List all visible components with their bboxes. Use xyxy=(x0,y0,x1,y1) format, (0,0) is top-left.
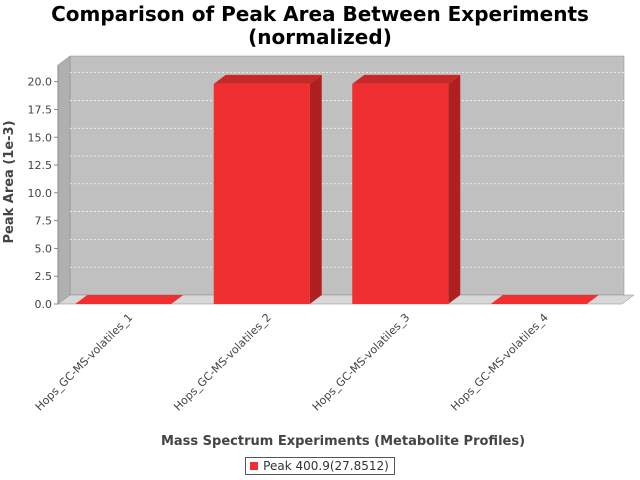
chart-title-line-2: (normalized) xyxy=(248,25,392,49)
x-axis-label: Mass Spectrum Experiments (Metabolite Pr… xyxy=(161,434,525,449)
x-tick-label: Hops_GC-MS-volatiles_3 xyxy=(310,311,413,414)
legend-label: Peak 400.9(27.8512) xyxy=(263,459,389,473)
bar-side xyxy=(309,74,322,304)
y-tick-label: 20.0 xyxy=(28,76,53,89)
y-tick-label: 5.0 xyxy=(35,242,53,255)
bar-side xyxy=(448,74,461,304)
chart-title: Comparison of Peak Area Between Experime… xyxy=(0,3,640,49)
y-tick-label: 2.5 xyxy=(35,270,53,283)
legend: Peak 400.9(27.8512) xyxy=(0,457,640,475)
y-axis-label: Peak Area (1e-3) xyxy=(2,120,17,243)
legend-swatch xyxy=(250,462,259,470)
chart-title-line-1: Comparison of Peak Area Between Experime… xyxy=(51,2,589,26)
y-tick-label: 0.0 xyxy=(35,298,53,311)
bar xyxy=(213,83,310,304)
x-tick-label: Hops_GC-MS-volatiles_2 xyxy=(171,311,274,414)
x-tick-label: Hops_GC-MS-volatiles_1 xyxy=(33,311,136,414)
plot-left-wall xyxy=(57,55,71,305)
legend-item: Peak 400.9(27.8512) xyxy=(245,457,395,475)
bar-top xyxy=(213,74,322,84)
y-tick-label: 15.0 xyxy=(28,131,53,144)
y-tick-label: 17.5 xyxy=(28,103,53,116)
bar xyxy=(490,295,599,304)
y-tick-label: 7.5 xyxy=(35,215,53,228)
x-tick-label: Hops_GC-MS-volatiles_4 xyxy=(448,311,551,414)
bar-top xyxy=(352,74,461,84)
y-tick-label: 10.0 xyxy=(28,187,53,200)
bar xyxy=(75,295,184,304)
plot-back-wall xyxy=(69,55,625,296)
y-tick-label: 12.5 xyxy=(28,159,53,172)
bar xyxy=(352,83,449,304)
